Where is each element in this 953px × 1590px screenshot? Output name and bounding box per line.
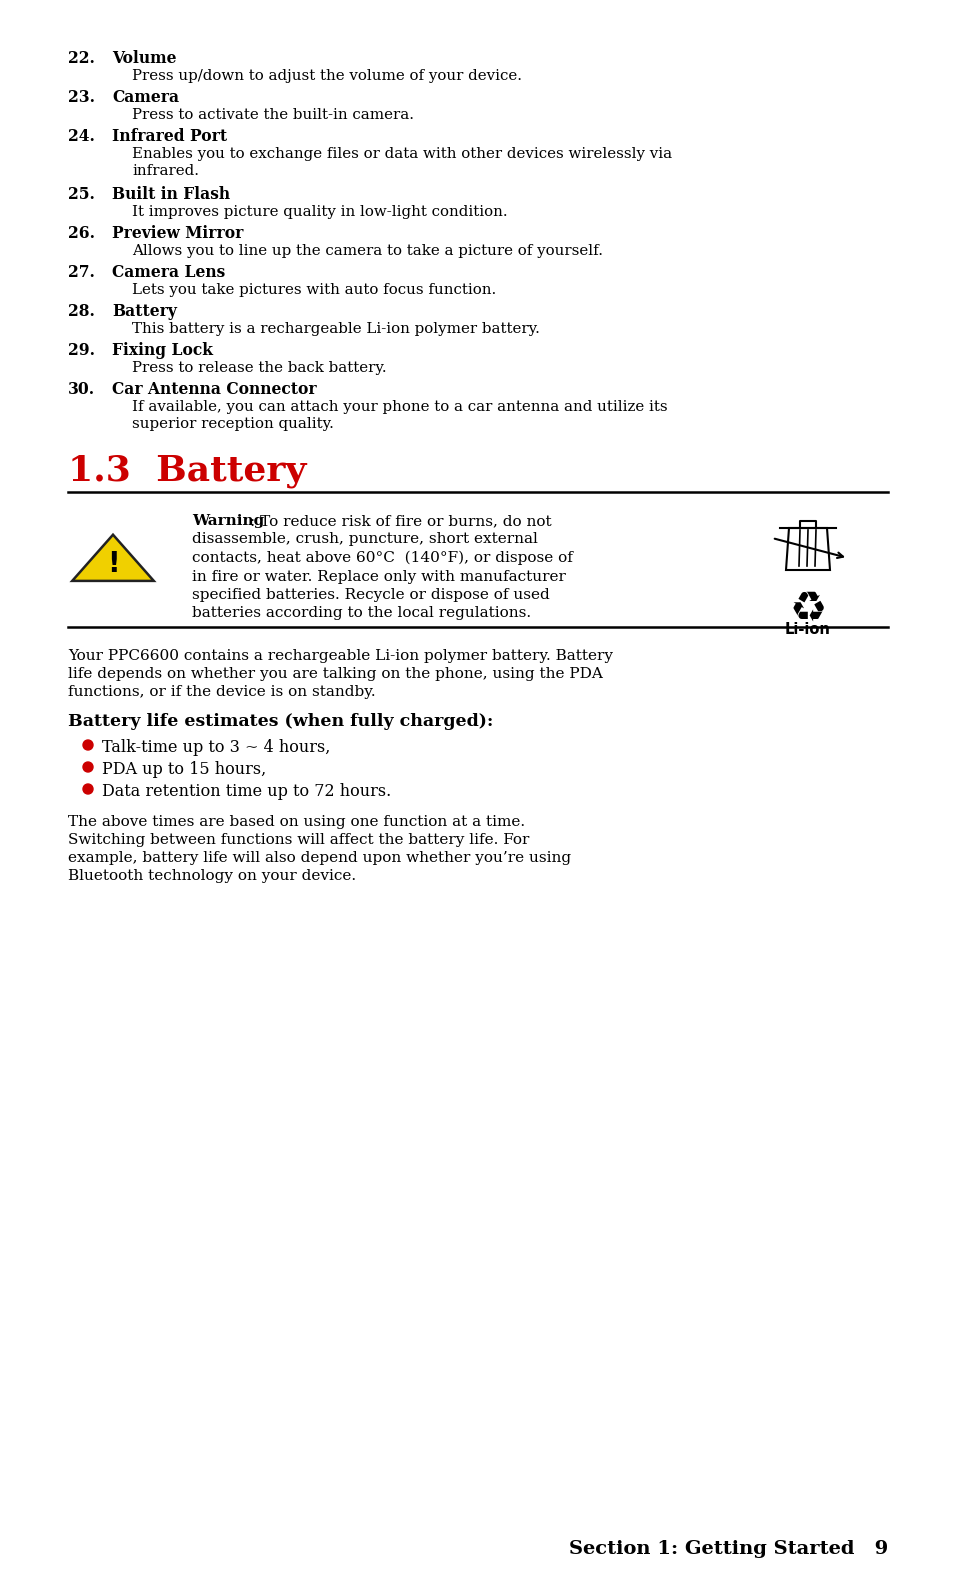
Text: Battery: Battery (112, 304, 176, 320)
Text: Talk-time up to 3 ~ 4 hours,: Talk-time up to 3 ~ 4 hours, (102, 739, 330, 755)
Text: Fixing Lock: Fixing Lock (112, 342, 213, 359)
Text: The above times are based on using one function at a time.: The above times are based on using one f… (68, 816, 524, 828)
Text: Li-ion: Li-ion (784, 622, 830, 638)
Text: 27.: 27. (68, 264, 94, 281)
Text: specified batteries. Recycle or dispose of used: specified batteries. Recycle or dispose … (192, 588, 549, 603)
Text: Warning: Warning (192, 514, 264, 528)
Circle shape (83, 739, 92, 750)
Text: Section 1: Getting Started   9: Section 1: Getting Started 9 (568, 1541, 887, 1558)
Text: Press up/down to adjust the volume of your device.: Press up/down to adjust the volume of yo… (132, 68, 521, 83)
Text: infrared.: infrared. (132, 164, 199, 178)
Text: Lets you take pictures with auto focus function.: Lets you take pictures with auto focus f… (132, 283, 496, 297)
Text: Infrared Port: Infrared Port (112, 129, 227, 145)
Text: !: ! (107, 550, 119, 579)
Text: 28.: 28. (68, 304, 94, 320)
Text: Allows you to line up the camera to take a picture of yourself.: Allows you to line up the camera to take… (132, 243, 602, 258)
Text: Bluetooth technology on your device.: Bluetooth technology on your device. (68, 870, 355, 882)
Text: 23.: 23. (68, 89, 95, 107)
Text: life depends on whether you are talking on the phone, using the PDA: life depends on whether you are talking … (68, 666, 602, 681)
Text: Press to activate the built-in camera.: Press to activate the built-in camera. (132, 108, 414, 122)
Text: ♻: ♻ (788, 588, 826, 630)
Text: Press to release the back battery.: Press to release the back battery. (132, 361, 386, 375)
Text: Enables you to exchange files or data with other devices wirelessly via: Enables you to exchange files or data wi… (132, 146, 672, 161)
Circle shape (83, 784, 92, 793)
Text: in fire or water. Replace only with manufacturer: in fire or water. Replace only with manu… (192, 569, 565, 584)
Text: functions, or if the device is on standby.: functions, or if the device is on standb… (68, 685, 375, 700)
Text: Data retention time up to 72 hours.: Data retention time up to 72 hours. (102, 782, 391, 800)
Text: 1.3  Battery: 1.3 Battery (68, 455, 306, 488)
Text: 29.: 29. (68, 342, 95, 359)
Text: Camera Lens: Camera Lens (112, 264, 225, 281)
Text: Built in Flash: Built in Flash (112, 186, 230, 204)
Text: This battery is a rechargeable Li-ion polymer battery.: This battery is a rechargeable Li-ion po… (132, 323, 539, 335)
Text: 30.: 30. (68, 382, 95, 398)
Text: superior reception quality.: superior reception quality. (132, 417, 334, 431)
Text: PDA up to 15 hours,: PDA up to 15 hours, (102, 762, 266, 778)
Text: contacts, heat above 60°C  (140°F), or dispose of: contacts, heat above 60°C (140°F), or di… (192, 552, 572, 566)
Text: 24.: 24. (68, 129, 94, 145)
Text: batteries according to the local regulations.: batteries according to the local regulat… (192, 606, 531, 620)
Text: Camera: Camera (112, 89, 179, 107)
Text: 25.: 25. (68, 186, 94, 204)
Text: Switching between functions will affect the battery life. For: Switching between functions will affect … (68, 833, 529, 847)
Text: It improves picture quality in low-light condition.: It improves picture quality in low-light… (132, 205, 507, 219)
Text: Preview Mirror: Preview Mirror (112, 226, 243, 242)
Text: example, battery life will also depend upon whether you’re using: example, battery life will also depend u… (68, 851, 571, 865)
Text: disassemble, crush, puncture, short external: disassemble, crush, puncture, short exte… (192, 533, 537, 547)
Text: 26.: 26. (68, 226, 95, 242)
Text: Car Antenna Connector: Car Antenna Connector (112, 382, 316, 398)
Circle shape (83, 762, 92, 773)
Polygon shape (72, 534, 153, 580)
Text: Your PPC6600 contains a rechargeable Li-ion polymer battery. Battery: Your PPC6600 contains a rechargeable Li-… (68, 649, 613, 663)
Text: Volume: Volume (112, 49, 176, 67)
Text: Battery life estimates (when fully charged):: Battery life estimates (when fully charg… (68, 712, 493, 730)
Text: If available, you can attach your phone to a car antenna and utilize its: If available, you can attach your phone … (132, 401, 667, 413)
Text: 22.: 22. (68, 49, 94, 67)
Text: : To reduce risk of fire or burns, do not: : To reduce risk of fire or burns, do no… (250, 514, 551, 528)
